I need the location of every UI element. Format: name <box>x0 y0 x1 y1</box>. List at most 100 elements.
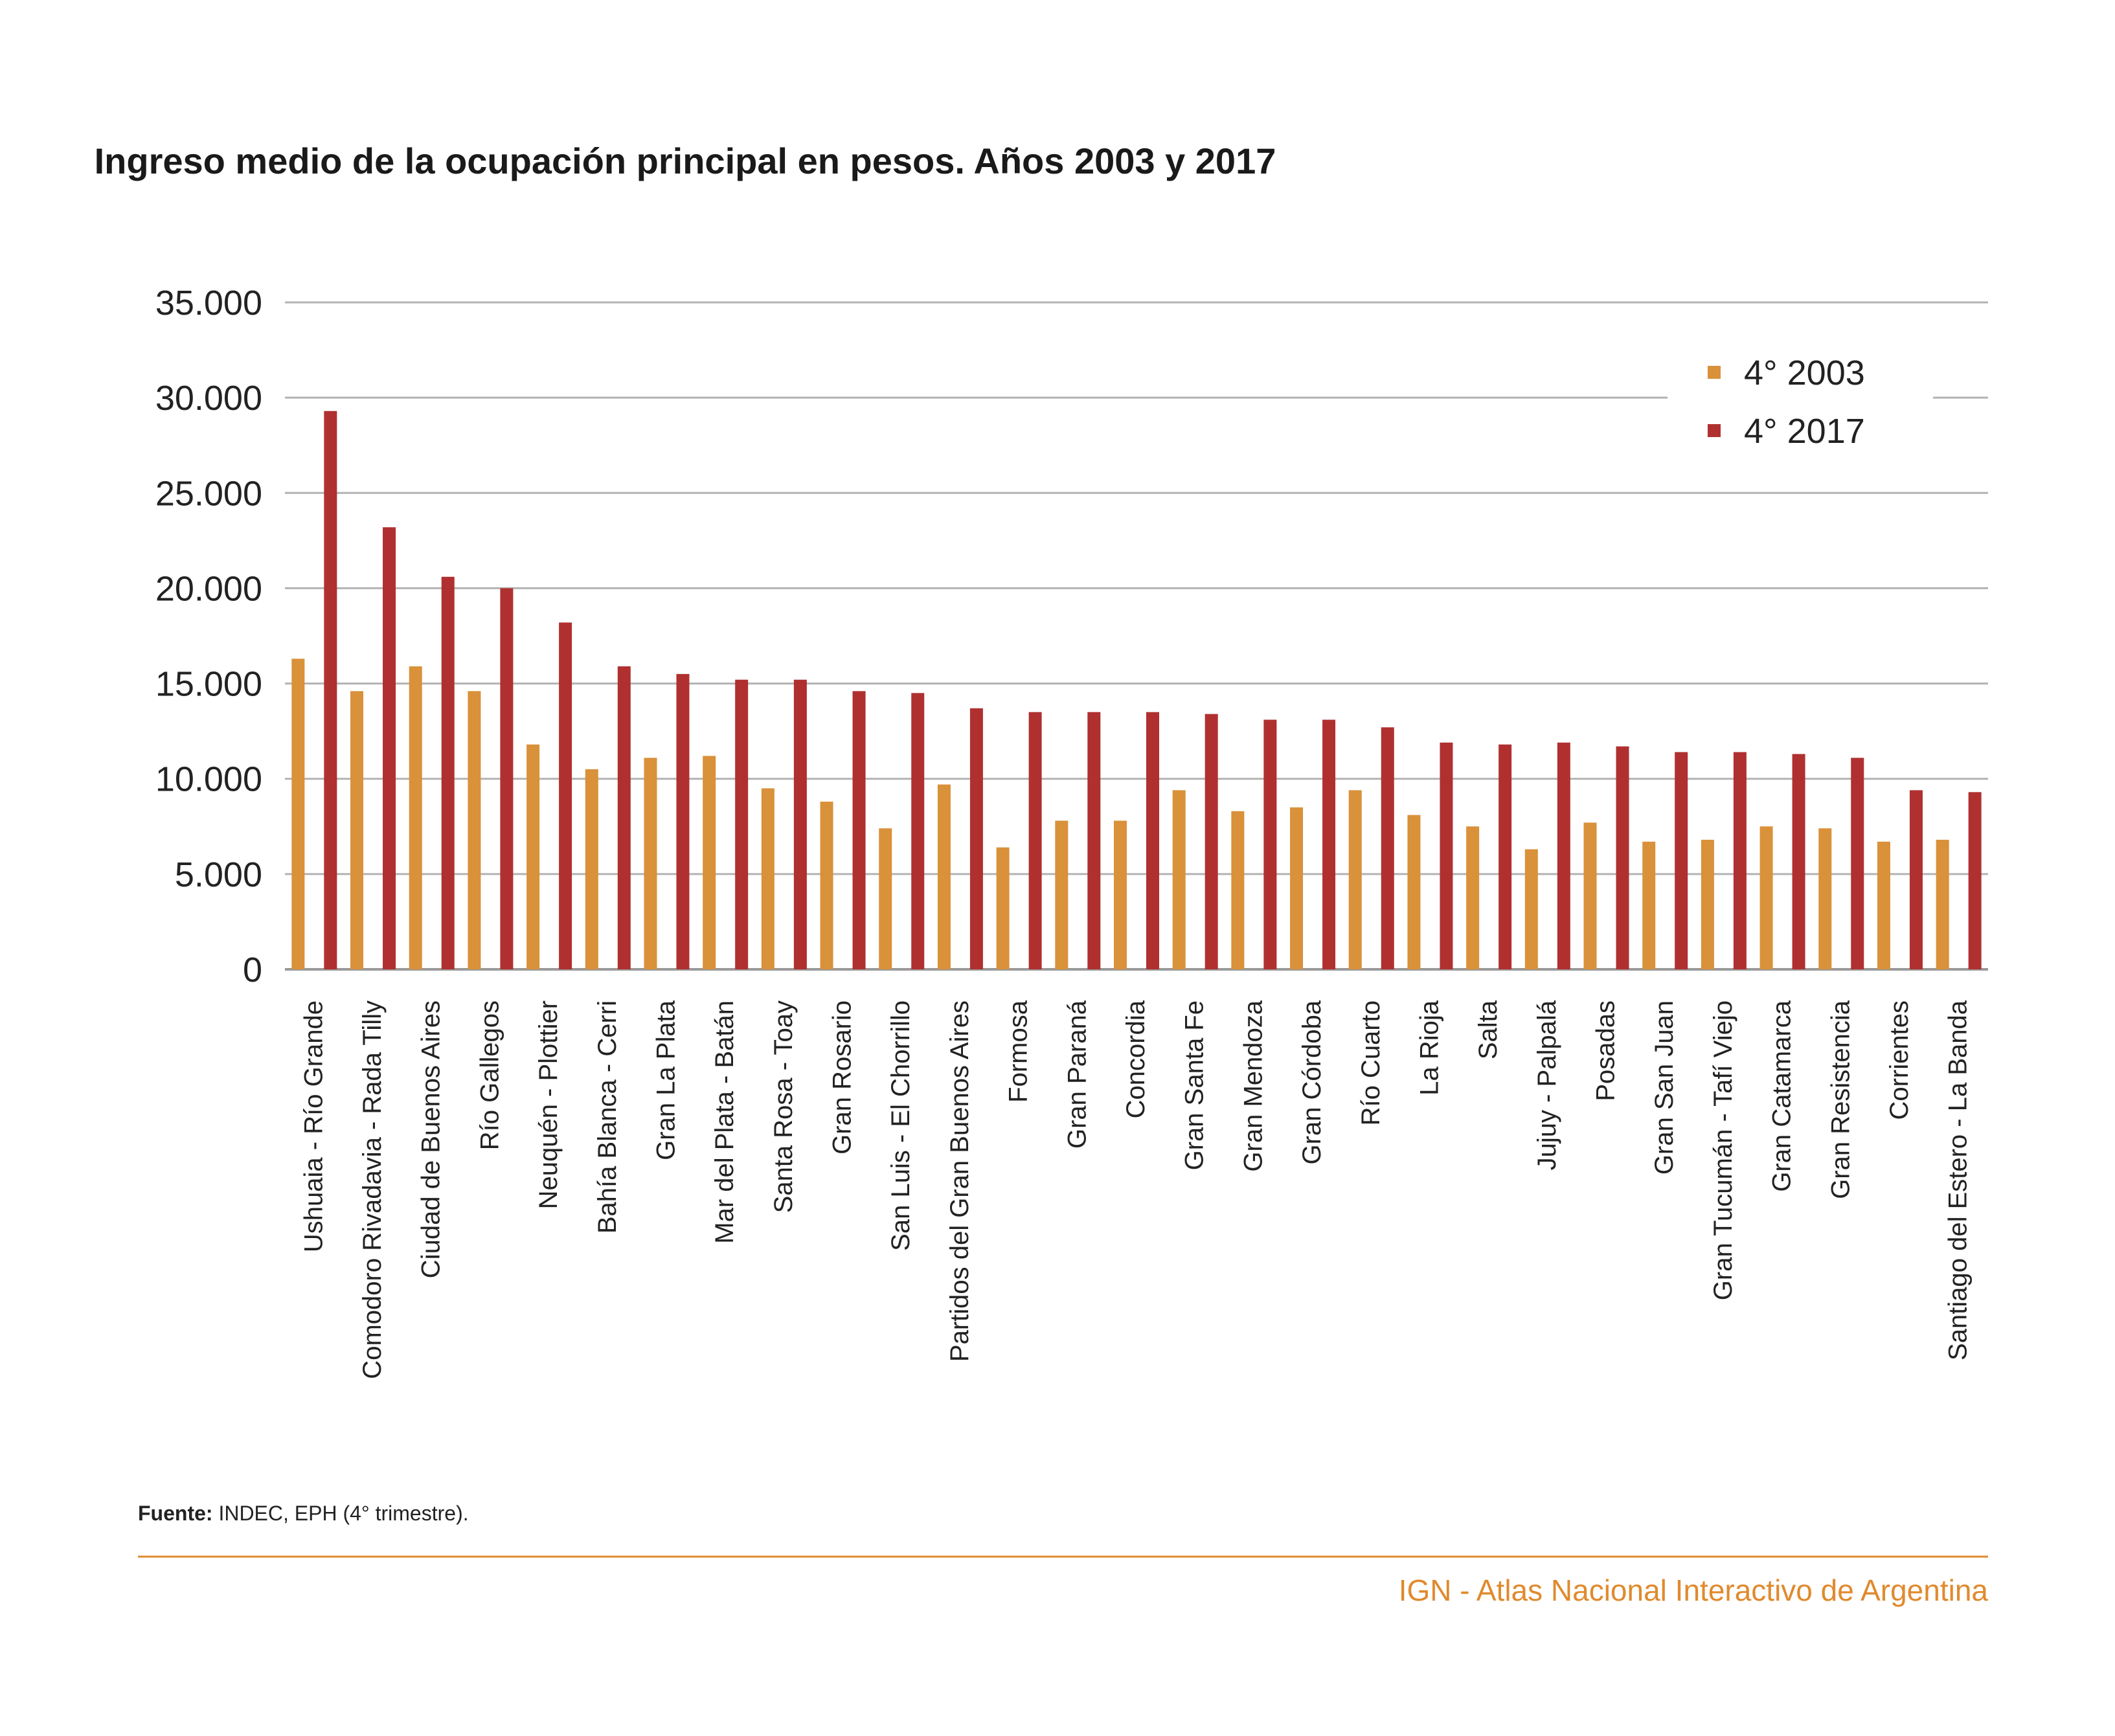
bar-2003 <box>1466 826 1480 969</box>
bar-2003 <box>703 756 716 969</box>
bar-2003 <box>291 659 305 969</box>
source-label: Fuente: <box>138 1502 213 1525</box>
bar-2003 <box>1701 839 1714 969</box>
x-category-label: Partidos del Gran Buenos Aires <box>945 1000 974 1362</box>
bar-2017 <box>1851 758 1864 969</box>
bar-2017 <box>559 622 572 969</box>
bar-2003 <box>644 758 657 969</box>
bar-2017 <box>441 576 455 969</box>
bar-2003 <box>996 847 1010 969</box>
x-category-label: Gran La Plata <box>651 1000 680 1160</box>
x-category-label: Ushuaia - Río Grande <box>299 1000 328 1252</box>
x-category-label: Gran Santa Fe <box>1181 1000 1209 1170</box>
y-tick-label: 15.000 <box>155 665 262 704</box>
bar-2003 <box>1759 826 1773 969</box>
bar-2017 <box>1968 792 1982 969</box>
bar-2003 <box>1290 807 1304 969</box>
x-category-label: Gran Tucumán - Tafí Viejo <box>1709 1000 1737 1300</box>
legend-swatch-2017 <box>1708 424 1721 437</box>
bar-2003 <box>879 828 892 969</box>
source-text: INDEC, EPH (4° trimestre). <box>213 1502 469 1525</box>
x-category-label: Santiago del Estero - La Banda <box>1944 1000 1973 1360</box>
x-category-label: Jujuy - Palpalá <box>1533 1000 1561 1170</box>
bar-2017 <box>1322 719 1336 969</box>
x-category-label: Formosa <box>1004 1000 1033 1103</box>
legend-swatch-2003 <box>1708 366 1721 379</box>
bar-2017 <box>1557 742 1570 969</box>
y-tick-label: 0 <box>243 951 262 989</box>
x-category-label: La Rioja <box>1415 1000 1443 1096</box>
x-axis-labels: Ushuaia - Río Grande Comodoro Rivadavia -… <box>299 1000 1972 1379</box>
bar-2017 <box>1675 752 1688 969</box>
bar-2003 <box>1877 841 1890 969</box>
bar-2003 <box>1231 811 1245 969</box>
bar-2017 <box>500 588 514 969</box>
x-category-label: Corrientes <box>1885 1000 1914 1120</box>
bar-2017 <box>793 679 807 969</box>
x-category-label: Posadas <box>1592 1000 1620 1101</box>
bar-2003 <box>350 691 364 969</box>
y-axis-ticks: 0 5.000 10.000 15.000 20.000 25.000 30.000 35.0… <box>155 284 262 989</box>
bar-2017 <box>324 411 337 969</box>
bar-2017 <box>852 691 866 969</box>
x-category-label: Río Cuarto <box>1357 1000 1385 1125</box>
y-tick-label: 10.000 <box>155 760 262 799</box>
bar-2017 <box>1381 727 1394 969</box>
bar-2003 <box>1936 839 1949 969</box>
x-category-label: Salta <box>1474 1000 1502 1059</box>
x-category-label: Gran Catamarca <box>1768 1000 1796 1191</box>
x-category-label: Mar del Plata - Batán <box>710 1000 739 1244</box>
bar-2003 <box>1407 815 1421 969</box>
bar-2017 <box>1205 714 1218 969</box>
bar-2017 <box>1087 712 1101 969</box>
bar-2017 <box>1792 754 1805 969</box>
bar-2003 <box>1055 820 1069 969</box>
x-category-label: Río Gallegos <box>475 1000 504 1150</box>
y-tick-label: 30.000 <box>155 379 262 418</box>
bar-2003 <box>820 802 833 969</box>
legend-background <box>1668 343 1933 473</box>
bar-2017 <box>1146 712 1159 969</box>
bar-2003 <box>1114 820 1127 969</box>
bar-2003 <box>1583 822 1597 969</box>
x-category-label: Gran Rosario <box>828 1000 857 1155</box>
x-category-label: Gran Resistencia <box>1826 1000 1855 1199</box>
legend-label-2003: 4° 2003 <box>1744 354 1865 392</box>
x-category-label: Ciudad de Buenos Aires <box>417 1000 446 1278</box>
bar-2003 <box>409 666 422 969</box>
footer-credit: IGN - Atlas Nacional Interactivo de Arge… <box>1399 1573 1989 1607</box>
x-category-label: Gran San Juan <box>1650 1000 1679 1175</box>
bar-2017 <box>969 708 983 969</box>
x-category-label: Concordia <box>1122 1000 1150 1118</box>
bar-2003 <box>1524 849 1538 969</box>
bar-2003 <box>1348 790 1362 969</box>
y-tick-label: 5.000 <box>175 855 262 894</box>
x-category-label: Gran Paraná <box>1063 1000 1091 1149</box>
x-category-label: Neuquén - Plottier <box>534 1000 563 1209</box>
bar-2017 <box>1440 742 1453 969</box>
bar-2017 <box>1263 719 1277 969</box>
bar-2003 <box>937 784 951 969</box>
bar-2017 <box>1616 746 1629 969</box>
legend: 4° 2003 4° 2017 <box>1668 343 1933 473</box>
legend-label-2017: 4° 2017 <box>1744 412 1865 451</box>
bar-2017 <box>735 679 749 969</box>
bar-2003 <box>1818 828 1832 969</box>
y-tick-label: 20.000 <box>155 569 262 608</box>
source-note: Fuente: INDEC, EPH (4° trimestre). <box>138 1502 469 1525</box>
bar-2003 <box>761 788 775 969</box>
bar-2003 <box>1642 841 1656 969</box>
bar-2017 <box>676 673 690 969</box>
bars <box>291 411 1982 969</box>
bar-2017 <box>1499 744 1512 969</box>
bar-2017 <box>1909 790 1923 969</box>
bar-2003 <box>468 691 481 969</box>
x-category-label: Bahía Blanca - Cerri <box>593 1000 622 1234</box>
x-category-label: Gran Córdoba <box>1298 1000 1326 1164</box>
x-category-label: Comodoro Rivadavia - Rada Tilly <box>358 1000 387 1379</box>
bar-2017 <box>383 527 396 969</box>
bar-2003 <box>1172 790 1186 969</box>
bar-2017 <box>911 693 925 969</box>
y-tick-label: 25.000 <box>155 474 262 513</box>
